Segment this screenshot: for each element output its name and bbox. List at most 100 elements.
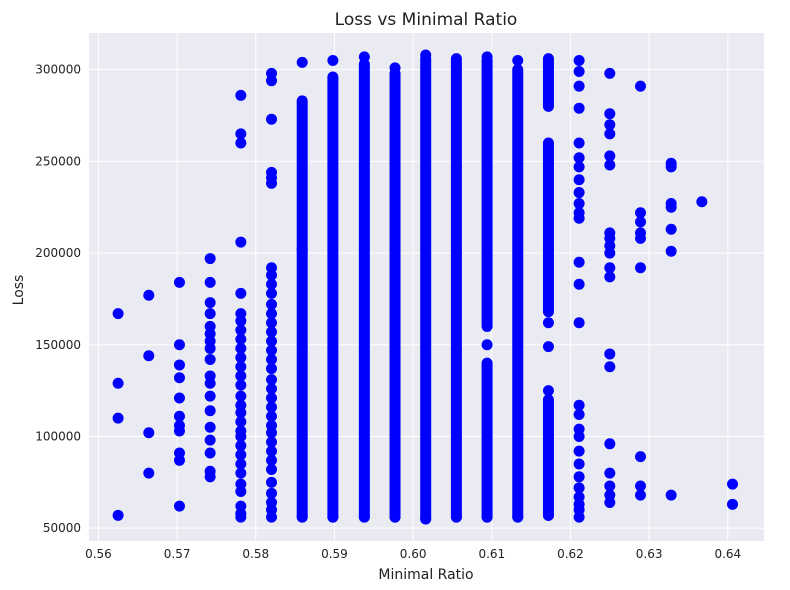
data-point	[481, 511, 493, 523]
data-point	[235, 342, 247, 354]
data-point	[112, 412, 124, 424]
data-point	[481, 339, 493, 351]
data-point	[604, 150, 616, 162]
data-point	[173, 419, 185, 431]
data-point	[204, 421, 216, 433]
data-point	[420, 513, 432, 525]
data-point	[542, 53, 554, 65]
data-point	[604, 480, 616, 492]
data-point	[266, 392, 278, 404]
data-point	[235, 89, 247, 101]
data-point	[204, 465, 216, 477]
data-point	[235, 440, 247, 452]
data-point	[573, 55, 585, 67]
data-point	[327, 511, 339, 523]
data-point	[235, 287, 247, 299]
data-point	[573, 187, 585, 199]
data-point	[512, 511, 524, 523]
data-point	[266, 287, 278, 299]
data-point	[204, 320, 216, 332]
data-point	[266, 374, 278, 386]
data-point	[573, 482, 585, 494]
x-tick-label: 0.58	[242, 547, 269, 561]
data-point	[204, 390, 216, 402]
data-point	[266, 463, 278, 475]
data-point	[266, 383, 278, 395]
data-point	[266, 308, 278, 320]
data-point	[235, 500, 247, 512]
data-point	[235, 467, 247, 479]
data-point	[266, 496, 278, 508]
data-point	[389, 511, 401, 523]
data-point	[665, 198, 677, 210]
data-point	[266, 317, 278, 329]
data-point	[266, 278, 278, 290]
data-point	[173, 339, 185, 351]
data-point	[634, 489, 646, 501]
data-point	[235, 370, 247, 382]
data-point	[266, 401, 278, 413]
data-point	[573, 102, 585, 114]
data-point	[173, 359, 185, 371]
data-point	[235, 236, 247, 248]
x-tick-label: 0.57	[164, 547, 191, 561]
data-point	[573, 80, 585, 92]
data-point	[235, 308, 247, 320]
data-point	[634, 480, 646, 492]
data-point	[358, 51, 370, 63]
data-point	[634, 227, 646, 239]
data-point	[235, 425, 247, 437]
data-point	[204, 253, 216, 265]
data-point	[727, 478, 739, 490]
y-tick-label: 150000	[35, 338, 81, 352]
x-tick-label: 0.56	[85, 547, 112, 561]
data-points	[112, 49, 739, 525]
data-point	[266, 353, 278, 365]
data-point	[173, 276, 185, 288]
data-point	[266, 335, 278, 347]
data-point	[573, 161, 585, 173]
data-point	[573, 491, 585, 503]
data-point	[573, 471, 585, 483]
x-tick-label: 0.59	[321, 547, 348, 561]
data-point	[542, 341, 554, 353]
data-point	[573, 256, 585, 268]
data-point	[204, 353, 216, 365]
data-point	[266, 436, 278, 448]
data-point	[542, 385, 554, 397]
data-point	[604, 128, 616, 140]
data-point	[266, 67, 278, 79]
x-tick-label: 0.62	[557, 547, 584, 561]
data-point	[204, 370, 216, 382]
x-tick-label: 0.64	[714, 547, 741, 561]
data-point	[296, 511, 308, 523]
data-point	[266, 419, 278, 431]
x-tick-label: 0.61	[478, 547, 505, 561]
y-tick-label: 50000	[43, 521, 81, 535]
data-point	[235, 333, 247, 345]
data-point	[573, 317, 585, 329]
data-point	[573, 152, 585, 164]
data-point	[665, 157, 677, 169]
data-point	[604, 227, 616, 239]
data-point	[204, 308, 216, 320]
data-point	[327, 55, 339, 67]
x-tick-label: 0.60	[400, 547, 427, 561]
data-point	[266, 298, 278, 310]
data-point	[573, 174, 585, 186]
data-point	[235, 478, 247, 490]
data-point	[573, 198, 585, 210]
data-point	[573, 423, 585, 435]
data-point	[235, 352, 247, 364]
data-point	[512, 55, 524, 67]
data-point	[573, 458, 585, 470]
data-point	[604, 262, 616, 274]
data-point	[235, 361, 247, 373]
data-point	[634, 80, 646, 92]
data-point	[235, 379, 247, 391]
data-point	[573, 207, 585, 219]
data-point	[604, 361, 616, 373]
y-tick-label: 300000	[35, 63, 81, 77]
data-point	[450, 511, 462, 523]
data-point	[173, 447, 185, 459]
